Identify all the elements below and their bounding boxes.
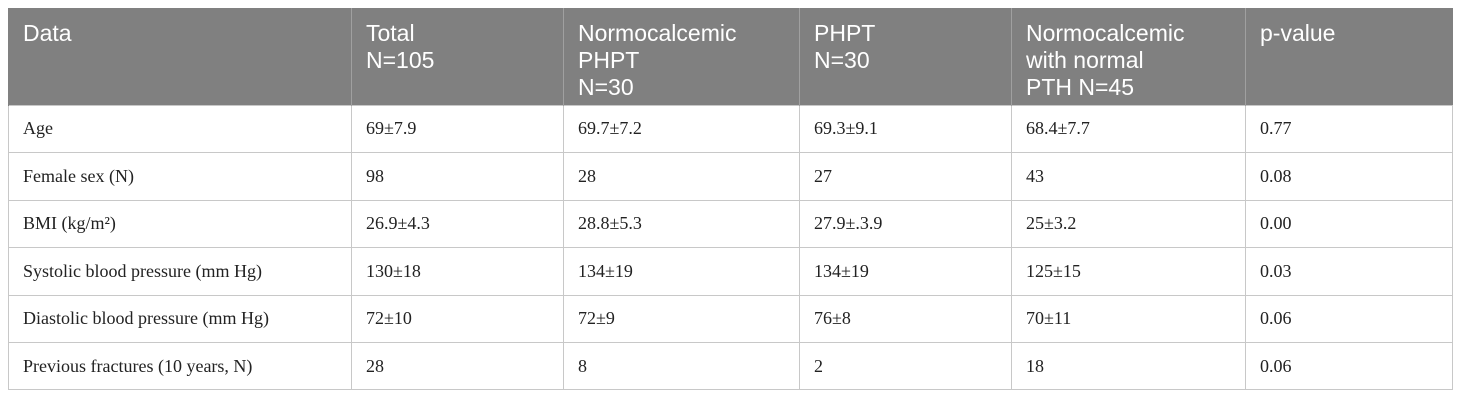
clinical-characteristics-table: Data Total N=105 Normocalcemic PHPT N=30…: [8, 8, 1453, 390]
header-normocalcemic-phpt: Normocalcemic PHPT N=30: [563, 8, 800, 105]
cell-normocalcemic-phpt: 69.7±7.2: [563, 104, 800, 153]
cell-phpt: 2: [799, 342, 1012, 390]
cell-normocalcemic-phpt: 28.8±5.3: [563, 199, 800, 248]
cell-phpt: 76±8: [799, 294, 1012, 343]
data-table-container: Data Total N=105 Normocalcemic PHPT N=30…: [8, 8, 1453, 390]
cell-total: 98: [351, 152, 564, 201]
cell-phpt: 27.9±.3.9: [799, 199, 1012, 248]
cell-normocalcemic-normal-pth: 68.4±7.7: [1011, 104, 1246, 153]
cell-normocalcemic-normal-pth: 125±15: [1011, 247, 1246, 296]
cell-normocalcemic-normal-pth: 70±11: [1011, 294, 1246, 343]
cell-normocalcemic-phpt: 8: [563, 342, 800, 390]
row-label: Female sex (N): [8, 152, 352, 201]
cell-phpt: 134±19: [799, 247, 1012, 296]
cell-normocalcemic-normal-pth: 25±3.2: [1011, 199, 1246, 248]
row-label: Systolic blood pressure (mm Hg): [8, 247, 352, 296]
cell-normocalcemic-normal-pth: 18: [1011, 342, 1246, 390]
row-label: Diastolic blood pressure (mm Hg): [8, 294, 352, 343]
cell-normocalcemic-normal-pth: 43: [1011, 152, 1246, 201]
table-row: Female sex (N) 98 28 27 43 0.08: [8, 152, 1453, 201]
header-normocalcemic-normal-pth: Normocalcemic with normal PTH N=45: [1011, 8, 1246, 105]
cell-total: 130±18: [351, 247, 564, 296]
table-header: Data Total N=105 Normocalcemic PHPT N=30…: [8, 8, 1453, 105]
cell-p-value: 0.00: [1245, 199, 1453, 248]
table-row: Previous fractures (10 years, N) 28 8 2 …: [8, 342, 1453, 390]
table-row: Systolic blood pressure (mm Hg) 130±18 1…: [8, 247, 1453, 296]
cell-phpt: 69.3±9.1: [799, 104, 1012, 153]
cell-p-value: 0.06: [1245, 294, 1453, 343]
table-row: Diastolic blood pressure (mm Hg) 72±10 7…: [8, 294, 1453, 343]
row-label: BMI (kg/m²): [8, 199, 352, 248]
header-p-value: p-value: [1245, 8, 1453, 105]
cell-normocalcemic-phpt: 134±19: [563, 247, 800, 296]
header-phpt: PHPT N=30: [799, 8, 1012, 105]
cell-total: 69±7.9: [351, 104, 564, 153]
cell-p-value: 0.06: [1245, 342, 1453, 390]
header-row: Data Total N=105 Normocalcemic PHPT N=30…: [8, 8, 1453, 105]
table-row: Age 69±7.9 69.7±7.2 69.3±9.1 68.4±7.7 0.…: [8, 104, 1453, 153]
cell-total: 28: [351, 342, 564, 390]
cell-total: 26.9±4.3: [351, 199, 564, 248]
header-data: Data: [8, 8, 352, 105]
cell-normocalcemic-phpt: 72±9: [563, 294, 800, 343]
table-row: BMI (kg/m²) 26.9±4.3 28.8±5.3 27.9±.3.9 …: [8, 199, 1453, 248]
cell-total: 72±10: [351, 294, 564, 343]
table-body: Age 69±7.9 69.7±7.2 69.3±9.1 68.4±7.7 0.…: [8, 104, 1453, 390]
header-total: Total N=105: [351, 8, 564, 105]
cell-p-value: 0.77: [1245, 104, 1453, 153]
cell-p-value: 0.03: [1245, 247, 1453, 296]
cell-p-value: 0.08: [1245, 152, 1453, 201]
cell-phpt: 27: [799, 152, 1012, 201]
row-label: Previous fractures (10 years, N): [8, 342, 352, 390]
row-label: Age: [8, 104, 352, 153]
cell-normocalcemic-phpt: 28: [563, 152, 800, 201]
